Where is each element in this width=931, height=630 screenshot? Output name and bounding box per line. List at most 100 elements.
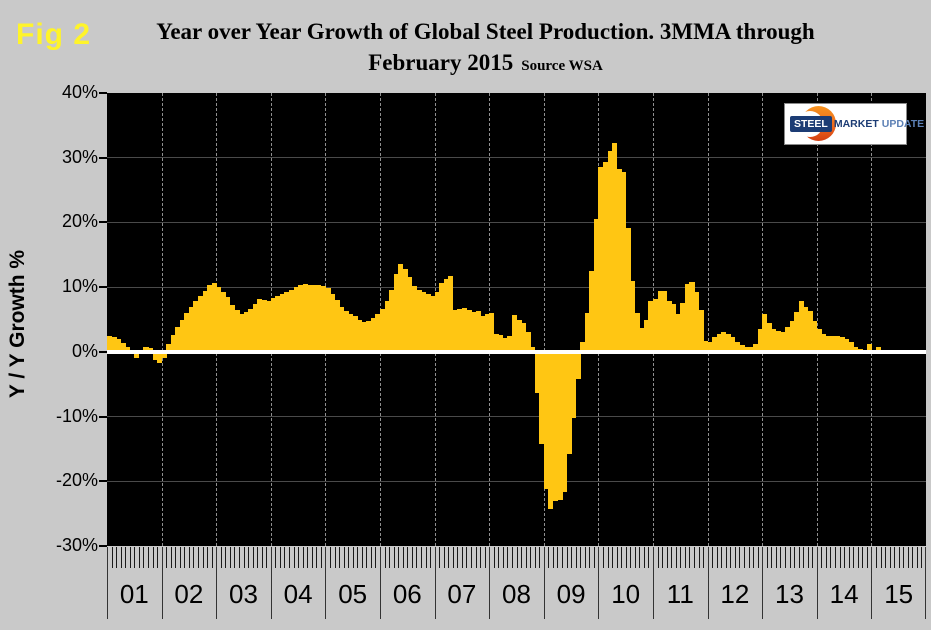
bar-month <box>566 351 572 455</box>
bar-month <box>707 342 713 352</box>
bar-month <box>634 313 640 352</box>
gridline-20% <box>107 221 926 223</box>
bar-month <box>152 351 158 360</box>
y-tick-label--10%: -10% <box>55 405 98 426</box>
x-tick-label-05: 05 <box>338 579 368 609</box>
month-tick <box>575 547 577 568</box>
month-tick <box>739 547 741 568</box>
bar-month <box>257 298 263 352</box>
year-separator <box>762 547 764 619</box>
bar-month <box>193 300 199 352</box>
month-tick <box>111 547 113 568</box>
plot-area: STEEL MARKET UPDATE <box>107 93 926 546</box>
month-tick <box>275 547 277 568</box>
y-tick-mark <box>99 92 107 94</box>
bar-month <box>616 169 622 352</box>
month-tick <box>316 547 318 568</box>
month-tick <box>839 547 841 568</box>
bar-month <box>452 309 458 352</box>
bar-month <box>211 283 217 352</box>
bar-month <box>775 331 781 352</box>
month-tick <box>703 547 705 568</box>
x-tick-label-08: 08 <box>502 579 531 609</box>
bar-month <box>389 289 395 352</box>
y-tick-mark <box>99 415 107 418</box>
month-tick <box>411 547 413 568</box>
bar-month <box>266 300 272 352</box>
year-separator <box>489 547 491 619</box>
month-tick <box>593 547 595 568</box>
bar-month <box>671 303 677 352</box>
month-tick <box>643 547 645 568</box>
month-tick <box>589 547 591 568</box>
bar-month <box>343 311 349 352</box>
bar-month <box>261 300 267 352</box>
y-tick-label-0%: 0% <box>71 340 98 361</box>
month-tick <box>375 547 377 568</box>
month-tick <box>534 547 536 568</box>
bar-month <box>243 312 249 352</box>
chart-title-period: February 2015 <box>368 50 514 75</box>
bar-month <box>807 311 813 352</box>
bar-month <box>693 292 700 352</box>
bar-month <box>557 351 563 501</box>
gridline-10% <box>107 286 926 288</box>
bar-month <box>780 332 786 352</box>
bar-month <box>571 351 577 418</box>
month-tick <box>389 547 391 568</box>
bar-month <box>252 303 258 352</box>
bar-month <box>548 351 554 510</box>
y-tick-label-40%: 40% <box>61 82 98 102</box>
month-tick <box>248 547 250 568</box>
month-tick <box>866 547 868 568</box>
bar-month <box>229 305 235 352</box>
month-tick <box>725 547 727 568</box>
month-tick <box>439 547 441 568</box>
month-tick <box>502 547 504 568</box>
bar-month <box>757 329 763 352</box>
month-tick <box>894 547 896 568</box>
bar-month <box>311 284 317 352</box>
bar-month <box>730 336 736 352</box>
bar-month <box>784 326 791 352</box>
x-tick-label-09: 09 <box>556 579 586 609</box>
month-tick <box>916 547 918 568</box>
bar-month <box>134 351 140 359</box>
bar-month <box>334 300 340 352</box>
bar-month <box>398 264 404 352</box>
bar-month <box>370 317 377 352</box>
x-axis: 01 02 03 04 05 06 07 08 09 10 11 12 13 14 15 <box>107 546 926 626</box>
year-separator <box>270 547 272 619</box>
month-tick <box>343 547 345 568</box>
bar-month <box>111 336 117 352</box>
month-tick <box>302 547 304 568</box>
bar-month <box>298 284 304 352</box>
bar-month <box>316 285 322 352</box>
month-tick <box>298 547 300 568</box>
month-tick <box>452 547 454 568</box>
y-tick-label--30%: -30% <box>55 535 98 555</box>
bar-month <box>320 285 326 352</box>
month-tick <box>766 547 768 568</box>
month-tick <box>116 547 118 568</box>
month-tick <box>134 547 136 568</box>
bar-month <box>238 313 245 352</box>
bar-month <box>552 351 559 502</box>
bar-month <box>753 344 759 352</box>
bar-month <box>521 323 527 352</box>
bar-month <box>584 313 590 352</box>
month-tick <box>480 547 482 568</box>
month-tick <box>812 547 814 568</box>
month-tick <box>138 547 140 568</box>
bar-month <box>339 306 345 352</box>
bar-month <box>721 331 727 352</box>
month-tick <box>252 547 254 568</box>
month-tick <box>207 547 209 568</box>
bar-month <box>639 327 645 352</box>
month-tick <box>721 547 723 568</box>
year-separator <box>925 547 926 619</box>
bar-month <box>175 327 181 352</box>
month-tick <box>530 547 532 568</box>
bar-month <box>689 281 695 352</box>
